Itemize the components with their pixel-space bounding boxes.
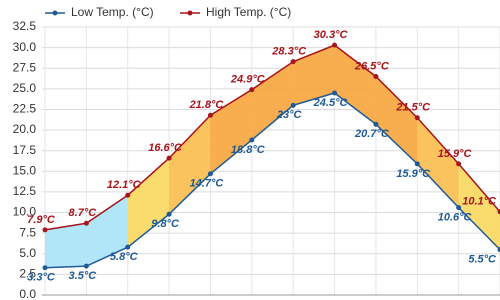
data-label: 23°C [276, 109, 303, 121]
legend-dot [187, 10, 193, 16]
data-point [414, 115, 420, 121]
legend-label: High Temp. (°C) [206, 5, 291, 19]
data-point [497, 247, 500, 253]
y-tick-label: 17.5 [13, 143, 37, 157]
data-point [332, 90, 338, 96]
data-label: 18.8°C [231, 144, 266, 156]
y-tick-label: 15.0 [13, 163, 37, 177]
data-label: 5.5°C [468, 254, 497, 266]
data-point [497, 209, 500, 215]
data-point [456, 161, 462, 167]
data-label: 3.3°C [27, 272, 56, 284]
data-point [207, 171, 213, 177]
data-label: 14.7°C [190, 178, 225, 190]
data-point [332, 42, 338, 48]
data-label: 10.6°C [438, 211, 473, 223]
range-fill [293, 45, 335, 106]
data-point [83, 263, 89, 269]
data-label: 20.7°C [354, 128, 390, 140]
data-label: 28.3°C [271, 46, 307, 58]
range-fill [334, 45, 376, 125]
data-point [83, 220, 89, 226]
range-fill [45, 223, 87, 268]
data-label: 3.5°C [69, 270, 98, 282]
data-label: 15.9°C [438, 148, 473, 160]
range-fill [417, 117, 459, 208]
data-point [42, 227, 48, 233]
data-label: 10.1°C [462, 196, 497, 208]
y-tick-label: 22.5 [13, 102, 37, 116]
series-line [44, 44, 500, 231]
data-label: 16.6°C [148, 142, 183, 154]
range-fill [127, 158, 170, 248]
y-tick-label: 0.0 [19, 287, 36, 300]
data-point [166, 155, 172, 161]
range-fill [458, 163, 500, 250]
data-point [290, 102, 296, 108]
data-label: 26.5°C [354, 60, 390, 72]
data-point [166, 211, 172, 217]
data-label: 21.8°C [189, 99, 225, 111]
data-point [414, 161, 420, 167]
data-label: 12.1°C [107, 179, 142, 191]
y-tick-label: 10.0 [13, 205, 37, 219]
legend-label: Low Temp. (°C) [71, 5, 154, 19]
y-tick-label: 7.5 [19, 225, 36, 239]
y-tick-label: 32.5 [13, 19, 37, 33]
range-fill [169, 115, 211, 215]
data-point [125, 244, 131, 250]
data-label: 7.9°C [27, 214, 56, 226]
y-tick-label: 30.0 [13, 40, 37, 54]
data-label: 30.3°C [314, 29, 349, 41]
data-label: 8.7°C [69, 207, 98, 219]
legend-dot [52, 10, 58, 16]
range-fill [86, 195, 128, 267]
data-point [290, 59, 296, 65]
range-fill [375, 76, 418, 164]
data-point [373, 73, 379, 79]
data-point [249, 137, 255, 143]
data-point [207, 112, 213, 118]
data-label: 21.5°C [395, 102, 431, 114]
y-tick-label: 25.0 [13, 81, 37, 95]
data-label: 15.9°C [396, 168, 431, 180]
data-label: 5.8°C [110, 251, 139, 263]
data-point [373, 121, 379, 127]
y-tick-label: 5.0 [19, 246, 36, 260]
range-fill [251, 61, 294, 140]
data-label: 24.5°C [313, 97, 349, 109]
y-tick-label: 20.0 [13, 122, 37, 136]
data-point [42, 265, 48, 271]
data-point [249, 87, 255, 93]
data-label: 9.8°C [151, 218, 180, 230]
y-tick-label: 12.5 [13, 184, 37, 198]
y-tick-label: 27.5 [13, 60, 37, 74]
data-label: 24.9°C [230, 74, 266, 86]
data-point [125, 192, 131, 198]
range-fill [210, 89, 252, 174]
series-line [44, 92, 500, 269]
data-point [456, 205, 462, 211]
y-tick-label: 2.5 [19, 267, 36, 281]
